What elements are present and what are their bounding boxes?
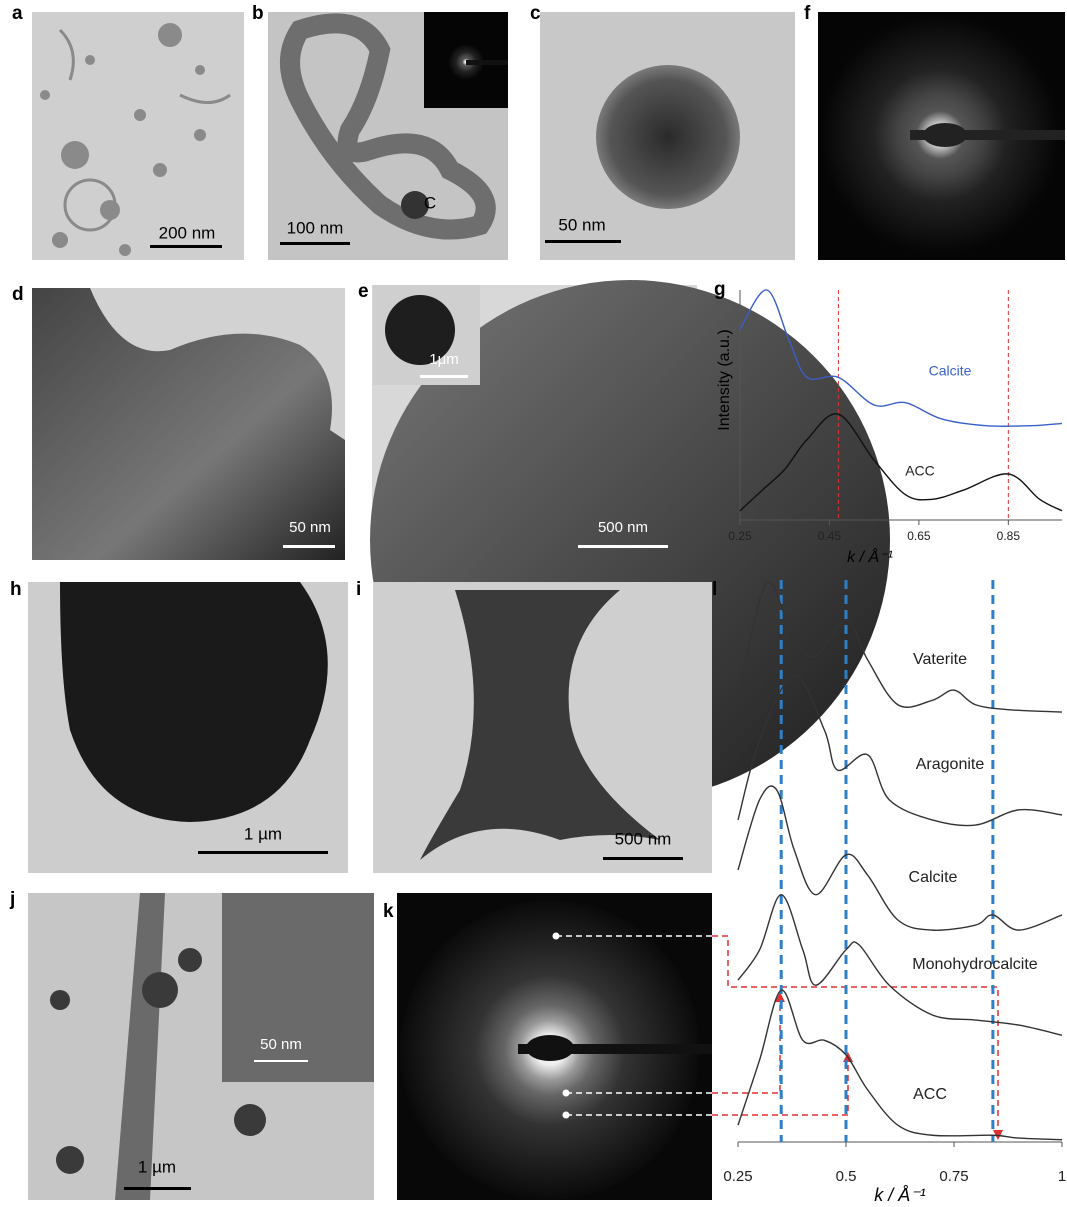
- series-label: ACC: [913, 1086, 947, 1103]
- panel-label: e: [358, 281, 369, 302]
- x-tick-label: 0.85: [997, 529, 1021, 543]
- scale-bar-label: 200 nm: [159, 223, 216, 242]
- panel-label: h: [10, 579, 22, 600]
- page: Figure body { margin: 0; background: #ff…: [0, 0, 1067, 1207]
- panel-label: g: [714, 279, 726, 300]
- panel-label: l: [712, 579, 717, 600]
- beam-stop: [466, 60, 508, 65]
- beam-stop: [910, 130, 1065, 140]
- x-tick-label: 0.75: [939, 1168, 968, 1185]
- scale-bar-label: 50 nm: [558, 215, 605, 234]
- panel-label: b: [252, 3, 264, 24]
- series-label: Calcite: [909, 869, 958, 886]
- scale-bar-label: 100 nm: [287, 218, 344, 237]
- scale-bar: [420, 375, 468, 378]
- scale-bar: [280, 242, 350, 245]
- scale-bar-label: 1 µm: [138, 1157, 176, 1176]
- marker-label: C: [424, 193, 436, 212]
- scale-bar: [603, 857, 683, 860]
- x-axis-label: k / Å⁻¹: [847, 547, 893, 566]
- x-axis-label: k / Å⁻¹: [874, 1185, 926, 1205]
- series-label: Vaterite: [913, 651, 967, 668]
- body: {"panels": [ {"label": "a", "scale_bar":…: [0, 0, 1067, 1207]
- scale-bar: [545, 240, 621, 243]
- sphere: [596, 65, 740, 209]
- series-line: [738, 990, 1062, 1140]
- scale-bar: [124, 1187, 191, 1190]
- x-tick-label: 0.65: [907, 529, 931, 543]
- figure: a 200 nm b 100 nm Cc 50 nm f d 50 nm e 500 nm 1μm g h…: [0, 0, 1067, 1207]
- panel-label: k: [383, 901, 394, 922]
- panel-label: i: [356, 579, 361, 600]
- scale-bar-label: 500 nm: [615, 829, 672, 848]
- series-label: ACC: [905, 463, 935, 479]
- scale-bar-label: 1 µm: [244, 824, 282, 843]
- inset-scale-bar-label: 1μm: [429, 351, 458, 368]
- panel-label: c: [530, 3, 541, 24]
- series-label: Calcite: [929, 363, 972, 379]
- panel-label: j: [9, 889, 15, 910]
- beam-stop: [518, 1044, 712, 1054]
- scale-bar: [578, 545, 668, 548]
- x-tick-label: 0.25: [723, 1168, 752, 1185]
- scale-bar: [150, 245, 222, 248]
- y-axis-label: Intensity (a.u.): [716, 329, 733, 430]
- x-tick-label: 0.25: [728, 529, 752, 543]
- scale-bar-label: 500 nm: [598, 519, 648, 536]
- panel-label: a: [12, 3, 23, 24]
- series-label: Monohydrocalcite: [912, 956, 1038, 973]
- panel-label: f: [804, 3, 811, 24]
- scale-bar-label: 50 nm: [289, 519, 331, 536]
- series-label: Aragonite: [916, 756, 985, 773]
- inset-scale-bar-label: 50 nm: [260, 1036, 302, 1053]
- x-tick-label: 0.45: [818, 529, 842, 543]
- scale-bar: [254, 1060, 308, 1062]
- scale-bar: [198, 851, 328, 854]
- inset: [222, 893, 374, 1082]
- x-tick-label: 1: [1058, 1168, 1066, 1185]
- scale-bar: [283, 545, 335, 548]
- panel-label: d: [12, 284, 24, 305]
- x-tick-label: 0.5: [836, 1168, 857, 1185]
